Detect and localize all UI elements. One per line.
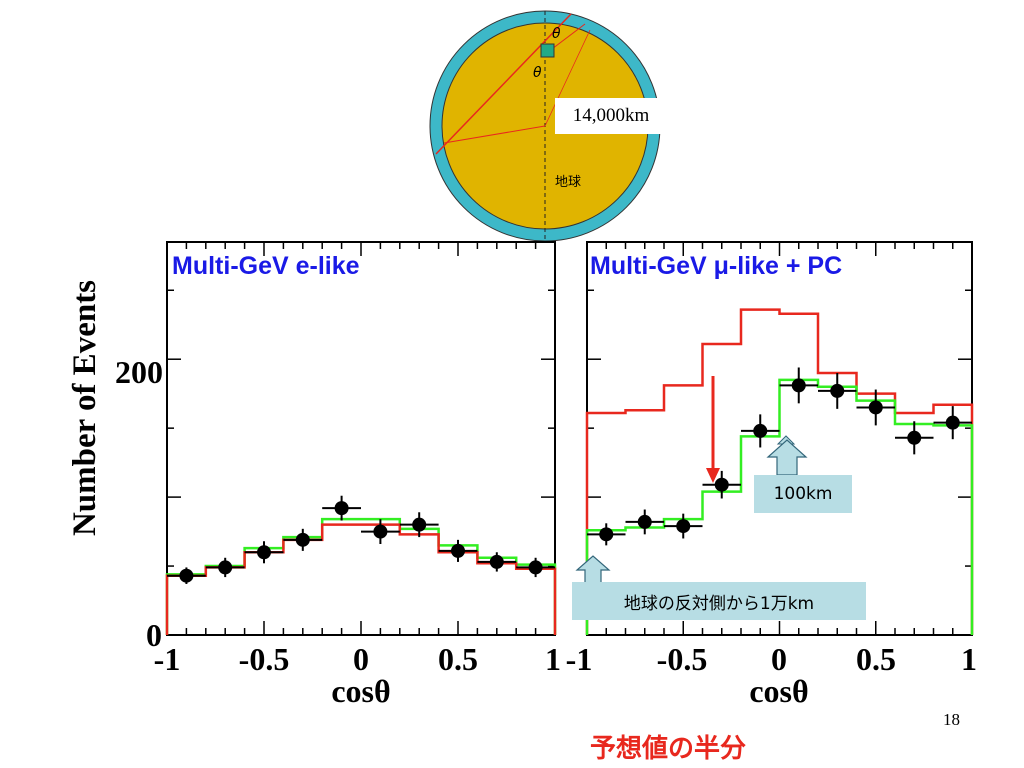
- data-point: [296, 533, 310, 547]
- chart-title: Multi-GeV μ-like + PC: [590, 252, 842, 280]
- data-point: [257, 545, 271, 559]
- distance-label: 14,000km: [555, 98, 667, 134]
- data-point: [490, 555, 504, 569]
- earth-label: 地球: [555, 175, 581, 190]
- theta-label-inner: θ: [533, 65, 542, 81]
- series-line: [167, 525, 555, 635]
- x-tick-label: -1: [566, 641, 593, 677]
- data-point: [715, 478, 729, 492]
- data-point: [676, 519, 690, 533]
- up-arrow-icon: [768, 440, 806, 475]
- data-point: [946, 416, 960, 430]
- detector-icon: [541, 44, 554, 57]
- data-point: [179, 569, 193, 583]
- data-point: [753, 424, 767, 438]
- data-point: [451, 544, 465, 558]
- data-point: [907, 431, 921, 445]
- x-tick-label: 0: [771, 641, 787, 677]
- data-point: [412, 518, 426, 532]
- data-point: [335, 501, 349, 515]
- data-point: [529, 560, 543, 574]
- x-tick-label: 0: [353, 641, 369, 677]
- callout-100km: 100km: [754, 475, 852, 513]
- data-point: [869, 400, 883, 414]
- data-points: [167, 496, 555, 584]
- x-axis-label: cosθ: [331, 673, 390, 709]
- data-point: [218, 560, 232, 574]
- data-point: [638, 515, 652, 529]
- x-tick-label: -0.5: [239, 641, 290, 677]
- data-point: [373, 525, 387, 539]
- chart-title: Multi-GeV e-like: [172, 252, 360, 280]
- data-point: [830, 384, 844, 398]
- x-axis-label: cosθ: [749, 673, 808, 709]
- x-tick-label: 1: [545, 641, 561, 677]
- data-point: [792, 378, 806, 392]
- x-tick-label: 0.5: [438, 641, 478, 677]
- y-axis-label: Number of Events: [67, 280, 103, 536]
- bottom-note: 予想値の半分: [590, 728, 746, 765]
- data-point: [599, 527, 613, 541]
- page-number: 18: [943, 710, 960, 730]
- chart-panel-e-like: Multi-GeV e-like 200 0 -1 -0.5 0 0.5 1 c…: [67, 242, 561, 709]
- callout-10000km: 地球の反対側から1万km: [572, 582, 866, 620]
- x-tick-label: 0.5: [856, 641, 896, 677]
- x-tick-label: -0.5: [657, 641, 708, 677]
- x-tick-label: 1: [961, 641, 977, 677]
- theta-label-top: θ: [552, 26, 561, 42]
- y-tick-label-200: 200: [115, 354, 163, 390]
- x-tick-label: -1: [154, 641, 181, 677]
- up-arrow-icon: [577, 556, 609, 585]
